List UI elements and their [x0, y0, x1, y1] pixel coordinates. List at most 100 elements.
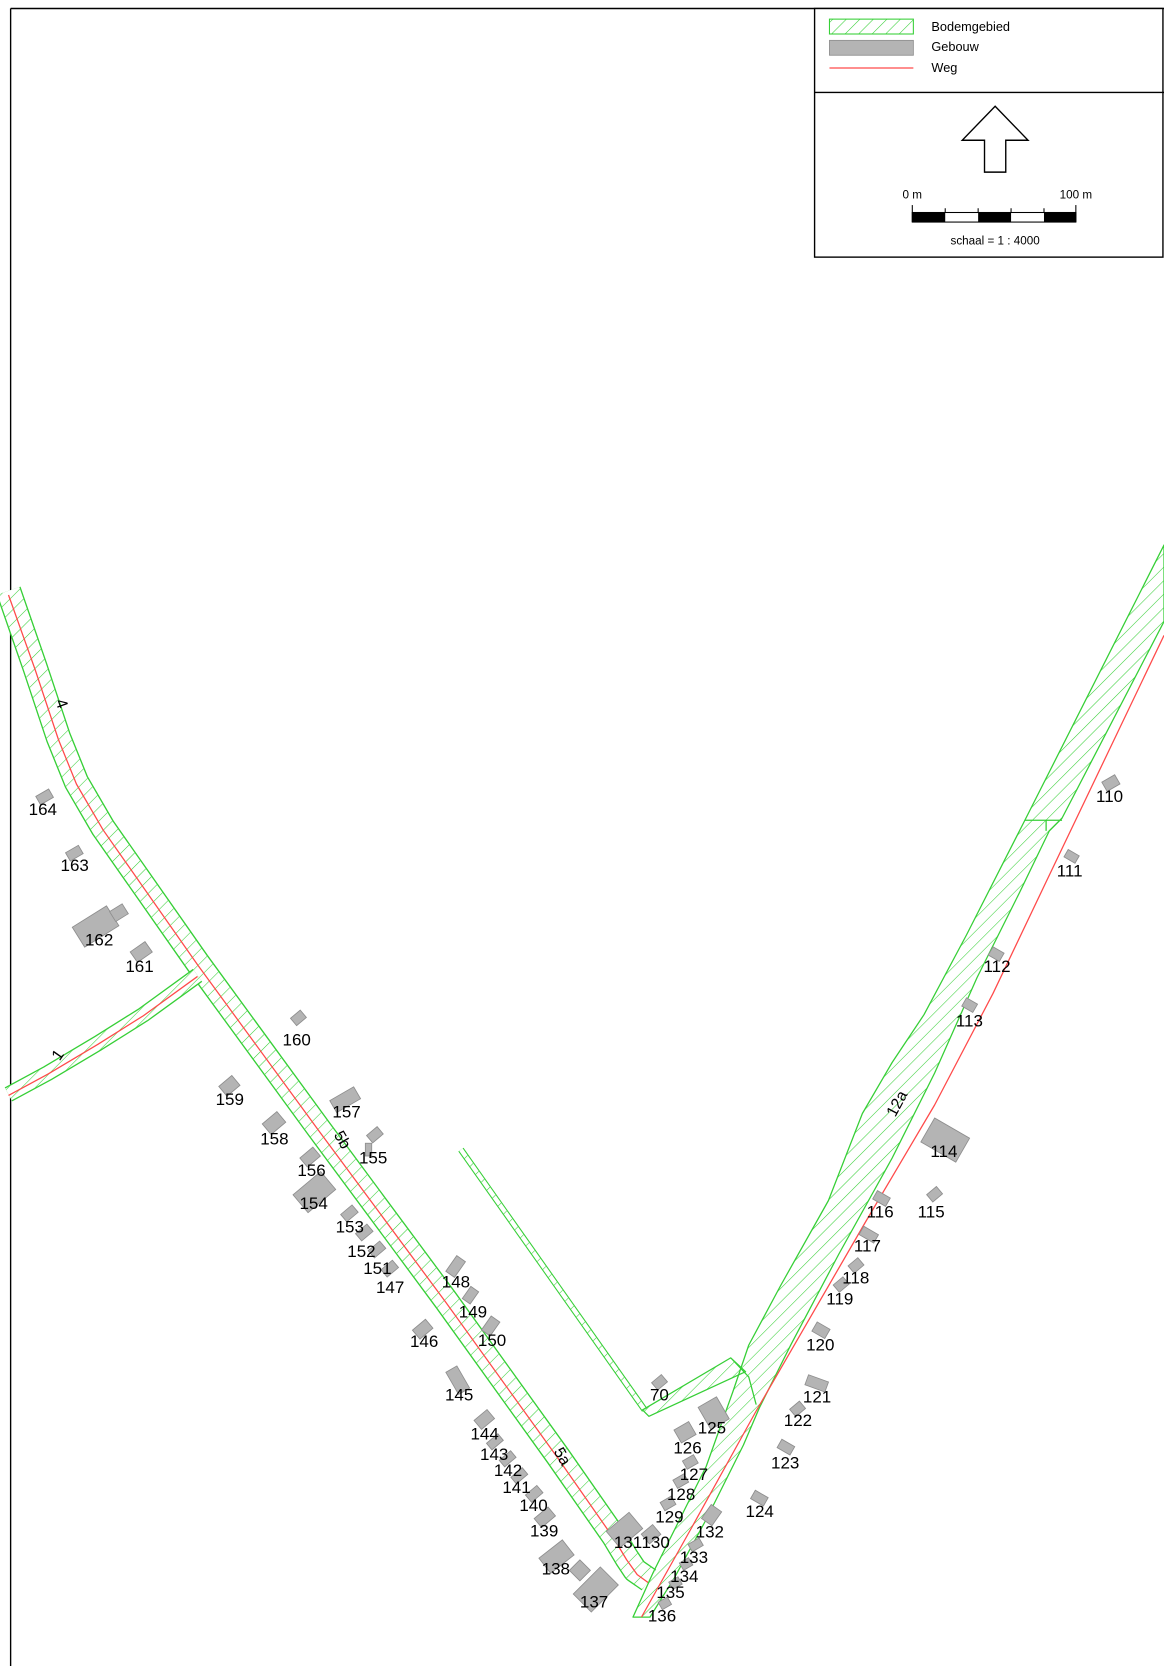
building-number: 118	[842, 1268, 869, 1287]
building-110	[1101, 774, 1121, 792]
building-number: 114	[930, 1142, 957, 1161]
building-number: 157	[332, 1103, 360, 1122]
building-161	[129, 941, 153, 963]
building-number: 145	[445, 1385, 473, 1404]
building-146	[411, 1318, 434, 1340]
building-number: 144	[470, 1425, 498, 1444]
building-162-annex	[108, 903, 129, 923]
building-130	[640, 1523, 662, 1545]
building-121	[804, 1374, 830, 1393]
building-114	[920, 1117, 971, 1163]
building-125	[697, 1396, 730, 1431]
building-number: 130	[641, 1533, 669, 1552]
building-148	[445, 1255, 467, 1278]
building-number: 158	[260, 1129, 288, 1148]
building-154	[292, 1170, 337, 1214]
building-139	[533, 1506, 557, 1529]
legend-item-bodemgebied: Bodemgebied	[828, 18, 1010, 35]
building-number: 150	[478, 1331, 506, 1350]
building-113	[961, 997, 979, 1014]
legend-item-weg: Weg	[829, 60, 957, 75]
building-142	[498, 1450, 517, 1468]
building-123	[776, 1438, 796, 1456]
building-number: 163	[61, 856, 89, 875]
building-132	[700, 1503, 723, 1527]
building-143	[485, 1433, 504, 1451]
building-number: 138	[542, 1560, 570, 1579]
building-118	[847, 1257, 865, 1274]
building-number: 151	[363, 1259, 391, 1278]
building-number: 155	[359, 1148, 387, 1167]
building-number: 125	[698, 1418, 726, 1437]
building-157	[329, 1086, 362, 1114]
road-1	[4, 968, 203, 1102]
building-137-annex	[568, 1559, 591, 1582]
building-129	[659, 1495, 677, 1512]
building-117	[858, 1225, 880, 1244]
building-163	[64, 844, 84, 862]
building-number: 147	[376, 1278, 404, 1297]
building-147	[380, 1259, 400, 1278]
building-number: 123	[771, 1453, 799, 1472]
building-number: 135	[656, 1583, 684, 1602]
scale-bar: 0 m 100 m schaal = 1 : 4000	[903, 189, 1093, 248]
scale-end-label: 100 m	[1060, 189, 1092, 202]
legend-item-gebouw: Gebouw	[829, 39, 980, 56]
building-70	[650, 1373, 669, 1391]
building-number: 115	[918, 1203, 945, 1222]
building-144	[473, 1408, 496, 1431]
building-155-annex	[364, 1142, 373, 1157]
building-number: 161	[125, 957, 153, 976]
path-strip	[458, 1147, 648, 1412]
building-number: 140	[519, 1496, 547, 1515]
building-number: 128	[667, 1485, 695, 1504]
building-135	[668, 1576, 683, 1591]
building-number: 159	[216, 1090, 244, 1109]
legend-label: Weg	[931, 60, 957, 75]
building-159	[218, 1074, 241, 1097]
building-115	[926, 1185, 944, 1203]
building-160	[289, 1009, 307, 1027]
building-138	[538, 1539, 575, 1574]
building-number: 164	[29, 800, 57, 819]
building-number: 126	[673, 1438, 701, 1457]
building-141	[510, 1467, 529, 1485]
road-centerline	[8, 975, 198, 1096]
hatched-area-icon	[828, 18, 914, 35]
building-number: 137	[580, 1593, 608, 1612]
scale-start-label: 0 m	[903, 189, 922, 202]
building-136	[657, 1596, 673, 1611]
building-number: 113	[956, 1011, 983, 1030]
building-155	[365, 1126, 384, 1144]
building-149	[461, 1285, 480, 1305]
building-number: 162	[85, 931, 113, 950]
building-number: 121	[803, 1387, 831, 1406]
north-arrow-icon	[960, 105, 1030, 173]
building-number: 132	[696, 1522, 724, 1541]
building-number: 146	[410, 1332, 438, 1351]
road-centerline	[7, 594, 650, 1584]
building-133	[687, 1537, 704, 1553]
building-111	[1063, 848, 1080, 864]
building-number: 111	[1057, 862, 1083, 881]
building-134	[678, 1557, 694, 1571]
road-network	[0, 544, 1164, 1618]
building-number: 141	[502, 1478, 530, 1497]
building-number: 142	[494, 1461, 522, 1480]
building-number: 119	[826, 1290, 853, 1309]
building-145	[445, 1365, 471, 1395]
building-number: 129	[655, 1508, 683, 1527]
scale-ratio-text: schaal = 1 : 4000	[951, 234, 1041, 247]
building-number: 153	[336, 1217, 364, 1236]
building-122	[789, 1400, 807, 1418]
legend-label: Bodemgebied	[931, 19, 1010, 34]
building-152	[354, 1223, 374, 1242]
building-number: 154	[299, 1194, 327, 1213]
building-number: 136	[648, 1606, 676, 1625]
building-128	[672, 1473, 690, 1490]
building-number: 131	[614, 1533, 642, 1552]
road-label-5a: 5a	[550, 1445, 574, 1469]
building-number: 122	[784, 1411, 812, 1430]
building-127	[681, 1454, 699, 1470]
building-119	[832, 1276, 850, 1293]
